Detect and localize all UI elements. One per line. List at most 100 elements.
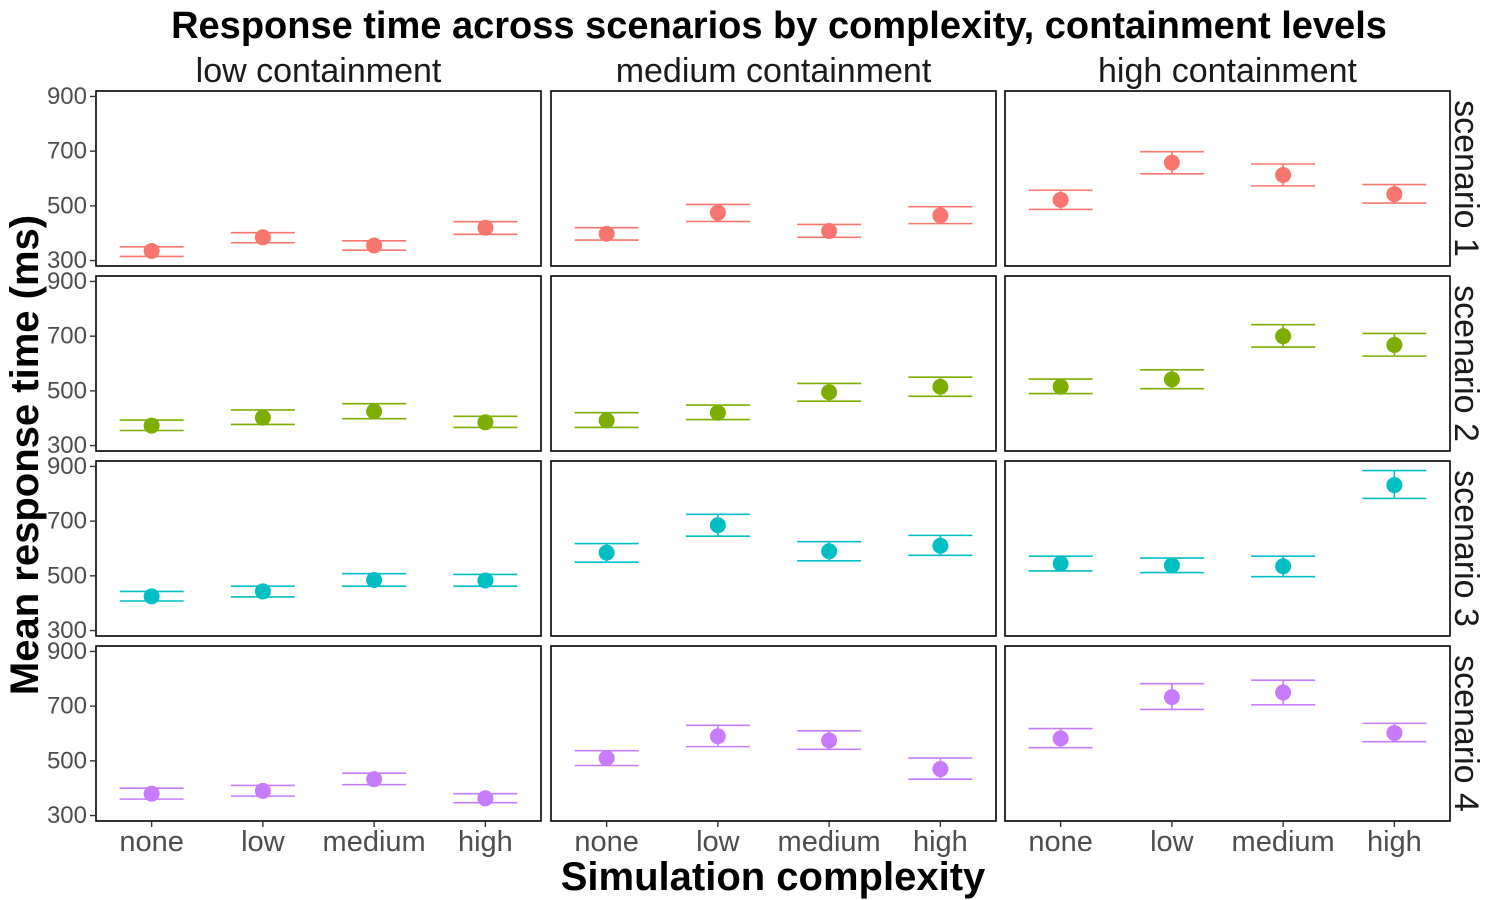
y-tick-label: 500 — [47, 377, 87, 404]
x-tick-label: none — [574, 826, 639, 858]
x-tick-label: medium — [778, 826, 881, 858]
data-point — [1052, 730, 1069, 747]
data-point — [932, 537, 949, 554]
data-point — [477, 572, 494, 589]
data-point — [1386, 336, 1403, 353]
panel-border — [550, 275, 997, 452]
data-point — [1275, 558, 1292, 575]
data-point — [254, 583, 271, 600]
data-point — [254, 782, 271, 799]
data-point — [709, 404, 726, 421]
y-tick-label: 700 — [47, 693, 87, 720]
y-tick-label: 700 — [47, 508, 87, 535]
panel — [95, 460, 542, 637]
panels — [95, 90, 1451, 822]
data-point — [366, 771, 383, 788]
x-tick-label: medium — [323, 826, 426, 858]
panel — [550, 90, 997, 267]
panel-border — [1004, 460, 1451, 637]
y-tick-label: 900 — [47, 268, 87, 295]
column-strips: low containment medium containment high co… — [196, 52, 1358, 90]
x-axis-ticks: none low medium high none low medium high none lo… — [119, 821, 1422, 858]
x-tick-label: high — [913, 826, 968, 858]
data-point — [477, 790, 494, 807]
data-point — [709, 728, 726, 745]
data-point — [143, 242, 160, 259]
column-strip-label: medium containment — [616, 52, 932, 90]
data-point — [1275, 684, 1292, 701]
data-point — [1052, 191, 1069, 208]
x-tick-label: high — [1367, 826, 1422, 858]
y-tick-label: 900 — [47, 83, 87, 110]
data-point — [821, 384, 838, 401]
data-point — [366, 237, 383, 254]
data-point — [1275, 166, 1292, 183]
row-strip-label: scenario 1 — [1447, 100, 1485, 257]
panel-border — [1004, 645, 1451, 822]
data-point — [1386, 477, 1403, 494]
x-axis-title: Simulation complexity — [561, 855, 986, 899]
panel — [550, 275, 997, 452]
x-tick-label: none — [119, 826, 184, 858]
panel-border — [95, 275, 542, 452]
data-point — [598, 412, 615, 429]
data-point — [932, 761, 949, 778]
data-point — [932, 207, 949, 224]
panel — [1004, 90, 1451, 267]
panel — [95, 645, 542, 822]
y-tick-label: 300 — [47, 247, 87, 274]
row-strip-label: scenario 4 — [1447, 655, 1485, 812]
row-strip-label: scenario 3 — [1447, 470, 1485, 627]
y-tick-label: 700 — [47, 138, 87, 165]
data-point — [598, 225, 615, 242]
y-tick-label: 500 — [47, 562, 87, 589]
panel — [550, 460, 997, 637]
data-point — [477, 219, 494, 236]
data-point — [143, 417, 160, 434]
panel-border — [1004, 90, 1451, 267]
data-point — [1386, 724, 1403, 741]
x-tick-label: low — [696, 826, 741, 858]
x-tick-label: high — [458, 826, 513, 858]
panel-border — [1004, 275, 1451, 452]
data-point — [254, 409, 271, 426]
data-point — [1163, 689, 1180, 706]
data-point — [143, 588, 160, 605]
panel — [550, 645, 997, 822]
y-axis-ticks: 3005007009003005007009003005007009003005… — [47, 83, 96, 829]
chart-title: Response time across scenarios by comple… — [171, 5, 1387, 47]
panel — [95, 90, 542, 267]
data-point — [598, 750, 615, 767]
y-tick-label: 900 — [47, 453, 87, 480]
data-point — [366, 403, 383, 420]
data-point — [1386, 186, 1403, 203]
data-point — [366, 571, 383, 588]
panel — [1004, 460, 1451, 637]
data-point — [821, 732, 838, 749]
row-strips: scenario 1 scenario 2 scenario 3 scenario 4 — [1447, 100, 1485, 812]
data-point — [1052, 378, 1069, 395]
data-point — [709, 517, 726, 534]
data-point — [709, 204, 726, 221]
y-tick-label: 900 — [47, 638, 87, 665]
data-point — [254, 229, 271, 246]
x-tick-label: medium — [1232, 826, 1335, 858]
y-tick-label: 500 — [47, 192, 87, 219]
column-strip-label: high containment — [1098, 52, 1358, 90]
data-point — [1163, 557, 1180, 574]
y-tick-label: 500 — [47, 747, 87, 774]
x-tick-label: none — [1028, 826, 1093, 858]
y-tick-label: 300 — [47, 617, 87, 644]
data-point — [821, 223, 838, 239]
data-point — [1052, 555, 1069, 572]
data-point — [1163, 154, 1180, 171]
row-strip-label: scenario 2 — [1447, 285, 1485, 442]
y-tick-label: 300 — [47, 432, 87, 459]
panel-border — [95, 460, 542, 637]
panel-border — [550, 460, 997, 637]
data-point — [932, 378, 949, 395]
column-strip-label: low containment — [196, 52, 442, 90]
panel — [95, 275, 542, 452]
data-point — [477, 414, 494, 431]
